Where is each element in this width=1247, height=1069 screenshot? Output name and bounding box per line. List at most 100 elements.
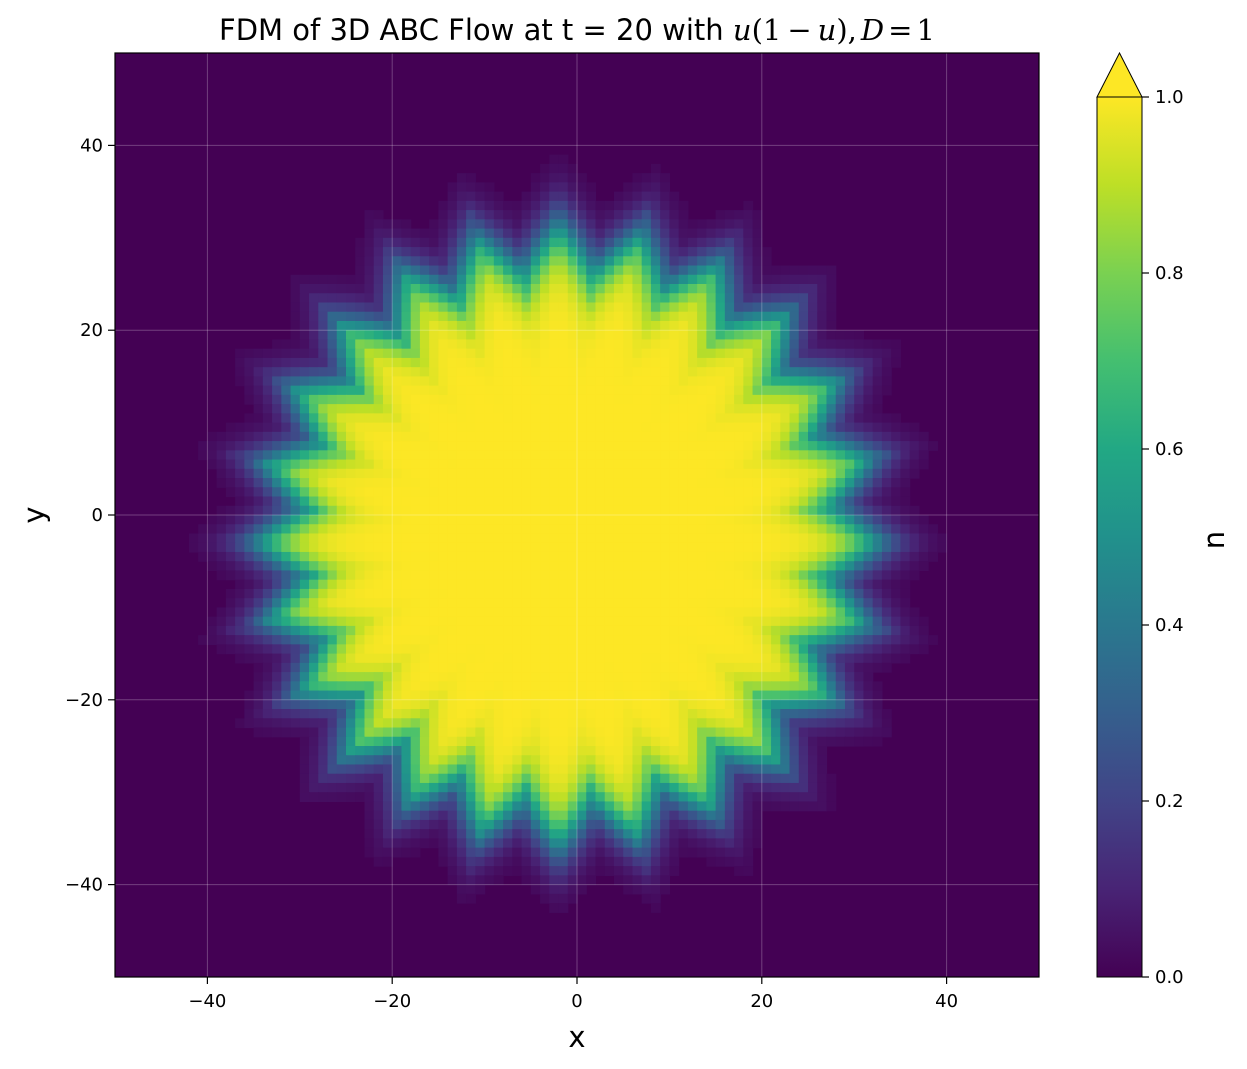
heatmap-cell (761, 635, 772, 645)
heatmap-cell (752, 810, 763, 821)
heatmap-cell (613, 505, 624, 516)
heatmap-cell (419, 459, 430, 470)
heatmap-cell (540, 163, 550, 174)
heatmap-cell (456, 884, 467, 895)
heatmap-cell (706, 635, 717, 645)
heatmap-cell (613, 810, 624, 821)
heatmap-cell (493, 616, 504, 627)
heatmap-cell (346, 755, 356, 766)
heatmap-cell (382, 468, 393, 479)
heatmap-cell (872, 524, 883, 535)
heatmap-cell (410, 487, 421, 498)
heatmap-cell (586, 450, 597, 461)
heatmap-cell (475, 681, 486, 692)
heatmap-cell (854, 672, 865, 682)
heatmap-cell (373, 736, 384, 747)
heatmap-cell (743, 478, 754, 488)
heatmap-cell (678, 801, 689, 812)
heatmap-cell (743, 348, 754, 359)
heatmap-cell (493, 394, 504, 405)
heatmap-cell (262, 441, 273, 451)
heatmap-cell (697, 274, 707, 285)
heatmap-cell (281, 635, 292, 645)
heatmap-cell (567, 330, 578, 341)
heatmap-cell (604, 598, 615, 608)
heatmap-cell (558, 311, 569, 322)
heatmap-cell (872, 570, 883, 581)
heatmap-cell (392, 672, 403, 682)
heatmap-cell (771, 496, 781, 507)
heatmap-cell (382, 293, 393, 304)
heatmap-cell (577, 551, 587, 562)
heatmap-cell (604, 718, 615, 729)
heatmap-cell (660, 459, 670, 470)
heatmap-cell (669, 746, 680, 756)
heatmap-cell (419, 635, 430, 645)
heatmap-cell (503, 200, 513, 211)
heatmap-cell (410, 431, 421, 442)
heatmap-cell (225, 515, 236, 525)
heatmap-cell (530, 515, 541, 525)
heatmap-cell (595, 459, 606, 470)
heatmap-cell (466, 524, 476, 535)
heatmap-cell (558, 856, 569, 867)
heatmap-cell (715, 570, 726, 581)
heatmap-cell (364, 709, 375, 719)
heatmap-cell (540, 681, 550, 692)
heatmap-cell (355, 727, 366, 738)
heatmap-cell (512, 644, 523, 655)
heatmap-cell (484, 284, 495, 294)
heatmap-cell (401, 727, 412, 738)
heatmap-cell (521, 496, 532, 507)
heatmap-cell (364, 376, 375, 387)
heatmap-cell (549, 339, 560, 350)
heatmap-cell (521, 755, 532, 766)
heatmap-cell (318, 561, 329, 572)
heatmap-cell (327, 561, 338, 572)
heatmap-cell (493, 764, 504, 775)
heatmap-cell (401, 376, 412, 387)
heatmap-cell (558, 727, 569, 738)
heatmap-cell (613, 431, 624, 442)
heatmap-cell (290, 394, 301, 405)
heatmap-cell (558, 542, 569, 553)
heatmap-cell (771, 284, 781, 294)
heatmap-cell (577, 533, 587, 544)
heatmap-cell (309, 431, 319, 442)
heatmap-cell (503, 746, 513, 756)
heatmap-cell (632, 607, 643, 618)
heatmap-cell (715, 579, 726, 590)
heatmap-cell (650, 829, 661, 839)
heatmap-cell (706, 801, 717, 812)
heatmap-cell (678, 607, 689, 618)
heatmap-cell (604, 284, 615, 294)
heatmap-cell (466, 829, 476, 839)
heatmap-cell (549, 709, 560, 719)
heatmap-cell (613, 367, 624, 377)
heatmap-cell (355, 487, 366, 498)
heatmap-cell (540, 893, 550, 904)
heatmap-cell (401, 607, 412, 618)
heatmap-cell (678, 561, 689, 572)
heatmap-cell (530, 385, 541, 396)
heatmap-cell (687, 496, 698, 507)
heatmap-cell (706, 237, 717, 248)
heatmap-cell (687, 450, 698, 461)
heatmap-cell (789, 320, 800, 331)
heatmap-cell (687, 431, 698, 442)
heatmap-cell (216, 570, 227, 581)
heatmap-cell (299, 662, 310, 673)
heatmap-cell (761, 515, 772, 525)
heatmap-cell (669, 357, 680, 368)
heatmap-cell (706, 718, 717, 729)
heatmap-cell (456, 459, 467, 470)
heatmap-cell (364, 450, 375, 461)
heatmap-cell (558, 561, 569, 572)
heatmap-cell (641, 431, 652, 442)
heatmap-cell (872, 515, 883, 525)
heatmap-cell (900, 635, 911, 645)
heatmap-cell (771, 357, 781, 368)
heatmap-cell (447, 265, 458, 276)
heatmap-cell (272, 625, 282, 636)
heatmap-cell (456, 385, 467, 396)
